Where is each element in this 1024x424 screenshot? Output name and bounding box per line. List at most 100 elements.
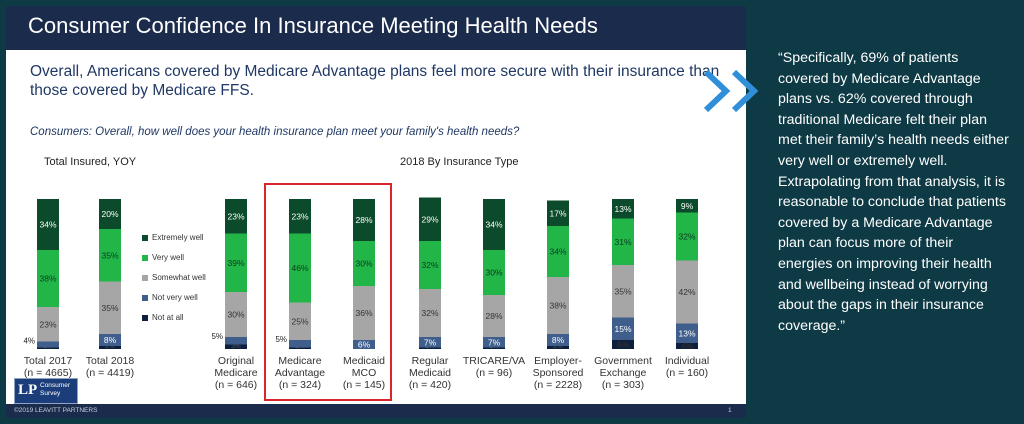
category-n-original-medicare: (n = 646) (215, 379, 257, 391)
data-label-total-2018-extremely-well: 20% (101, 209, 118, 219)
highlight-box (264, 183, 392, 401)
bar-segment-total-2018-very-well (99, 229, 121, 282)
data-label-total-2018-somewhat-well: 35% (101, 303, 118, 313)
bar-segment-total-2017-not-at-all (37, 347, 59, 349)
bar-segment-government-exchange-extremely-well (612, 199, 634, 219)
bar-segment-individual-extremely-well (676, 199, 698, 213)
legend-label-very-well: Very well (152, 253, 184, 262)
stacked-bar-chart: 1%4%23%38%34%Total 2017(n = 4665)2%8%35%… (23, 183, 709, 401)
bar-segment-employer-sponsored-extremely-well (547, 200, 569, 226)
bar-segment-original-medicare-extremely-well (225, 199, 247, 234)
legend-swatch-extremely-well (142, 235, 148, 241)
bar-segment-total-2018-extremely-well (99, 199, 121, 229)
bar-segment-total-2018-not-at-all (99, 346, 121, 349)
data-label-tricare-va-very-well: 30% (485, 268, 502, 278)
data-label-total-2018-not-at-all: 2% (105, 343, 115, 350)
category-n-tricare-va: (n = 96) (476, 367, 512, 379)
data-label-individual-not-very-well: 13% (678, 328, 695, 338)
category-label-tricare-va: TRICARE/VA (463, 355, 525, 367)
category-n-individual: (n = 160) (666, 367, 708, 379)
data-label-regular-medicaid-extremely-well: 29% (421, 214, 438, 224)
data-label-original-medicare-somewhat-well: 30% (227, 310, 244, 320)
data-label-individual-very-well: 32% (678, 232, 695, 242)
bar-segment-government-exchange-not-very-well (612, 317, 634, 340)
bar-segment-individual-somewhat-well (676, 260, 698, 324)
data-label-employer-sponsored-extremely-well: 17% (549, 208, 566, 218)
legend-swatch-not-at-all (142, 315, 148, 321)
data-label-tricare-va-not-very-well: 7% (488, 337, 501, 347)
legend-label-not-at-all: Not at all (152, 313, 184, 322)
bar-segment-total-2018-somewhat-well (99, 281, 121, 334)
data-label-employer-sponsored-somewhat-well: 38% (549, 301, 566, 311)
bar-segment-original-medicare-not-very-well (225, 337, 247, 345)
bar-segment-original-medicare-not-at-all (225, 344, 247, 349)
category-label-original-medicare: Medicare (214, 367, 257, 379)
category-label-original-medicare: Original (218, 355, 254, 367)
category-label-employer-sponsored: Sponsored (533, 367, 584, 379)
bar-segment-tricare-va-not-very-well (483, 337, 505, 348)
data-label-original-medicare-extremely-well: 23% (227, 211, 244, 221)
data-label-individual-somewhat-well: 42% (678, 287, 695, 297)
bar-segment-employer-sponsored-not-very-well (547, 334, 569, 346)
bar-segment-tricare-va-very-well (483, 250, 505, 295)
data-label-government-exchange-very-well: 31% (614, 237, 631, 247)
bar-segment-total-2017-extremely-well (37, 199, 59, 250)
legend-swatch-very-well (142, 255, 148, 261)
data-label-medicaid-mco-extremely-well: 28% (355, 215, 372, 225)
category-n-government-exchange: (n = 303) (602, 379, 644, 391)
data-label-regular-medicaid-not-very-well: 7% (424, 337, 437, 347)
data-label-individual-extremely-well: 9% (681, 201, 694, 211)
quote-text: “Specifically, 69% of patients covered b… (778, 50, 1009, 334)
bar-segment-government-exchange-not-at-all (612, 340, 634, 349)
bar-segment-medicare-advantage-not-very-well (289, 340, 311, 348)
data-label-original-medicare-not-very-well: 5% (211, 332, 223, 341)
bar-segment-medicare-advantage-extremely-well (289, 199, 311, 234)
data-label-total-2017-extremely-well: 34% (39, 220, 56, 230)
data-label-medicaid-mco-somewhat-well: 36% (355, 308, 372, 318)
data-label-government-exchange-not-very-well: 15% (614, 324, 631, 334)
category-n-employer-sponsored: (n = 2228) (534, 379, 582, 391)
data-label-total-2017-very-well: 38% (39, 274, 56, 284)
bar-segment-government-exchange-very-well (612, 218, 634, 265)
category-label-total-2018: Total 2018 (86, 355, 135, 367)
section-label-type: 2018 By Insurance Type (400, 156, 519, 168)
bar-segment-regular-medicaid-very-well (419, 241, 441, 289)
category-n-regular-medicaid: (n = 420) (409, 379, 451, 391)
data-label-medicare-advantage-very-well: 46% (291, 263, 308, 273)
section-label-yoy: Total Insured, YOY (44, 156, 137, 168)
legend-swatch-somewhat-well (142, 275, 148, 281)
data-label-employer-sponsored-not-at-all: 2% (553, 343, 563, 350)
legend-label-extremely-well: Extremely well (152, 233, 204, 242)
bar-segment-original-medicare-somewhat-well (225, 292, 247, 337)
bar-segment-individual-not-at-all (676, 343, 698, 349)
logo-text: Consumer Survey (40, 382, 70, 397)
data-label-individual-not-at-all: 4% (681, 341, 694, 351)
data-label-regular-medicaid-very-well: 32% (421, 260, 438, 270)
double-chevron-icon (703, 69, 759, 113)
category-n-medicaid-mco: (n = 145) (343, 379, 385, 391)
category-label-medicaid-mco: Medicaid (343, 355, 385, 367)
bar-segment-employer-sponsored-somewhat-well (547, 277, 569, 334)
bar-segment-medicare-advantage-very-well (289, 233, 311, 303)
data-label-government-exchange-somewhat-well: 35% (614, 286, 631, 296)
survey-question: Consumers: Overall, how well does your h… (30, 126, 520, 138)
category-label-regular-medicaid: Regular (412, 355, 449, 367)
slide-subtitle: Overall, Americans covered by Medicare A… (30, 63, 720, 99)
data-label-medicare-advantage-somewhat-well: 25% (291, 316, 308, 326)
category-label-medicare-advantage: Medicare (278, 355, 321, 367)
bar-segment-regular-medicaid-not-at-all (419, 347, 441, 349)
data-label-total-2018-not-very-well: 8% (104, 335, 117, 345)
category-n-medicare-advantage: (n = 324) (279, 379, 321, 391)
data-label-medicaid-mco-very-well: 30% (355, 259, 372, 269)
bar-segment-regular-medicaid-somewhat-well (419, 289, 441, 337)
bar-segment-regular-medicaid-extremely-well (419, 197, 441, 241)
data-label-tricare-va-extremely-well: 34% (485, 220, 502, 230)
logo-mark: LP (18, 382, 38, 398)
category-label-medicare-advantage: Advantage (275, 367, 325, 379)
bar-segment-regular-medicaid-not-very-well (419, 337, 441, 348)
category-label-employer-sponsored: Employer- (534, 355, 582, 367)
slide-title: Consumer Confidence In Insurance Meeting… (28, 13, 598, 38)
bar-segment-medicaid-mco-somewhat-well (353, 286, 375, 340)
bar-segment-total-2018-not-very-well (99, 334, 121, 346)
bar-segment-medicaid-mco-not-very-well (353, 340, 375, 349)
